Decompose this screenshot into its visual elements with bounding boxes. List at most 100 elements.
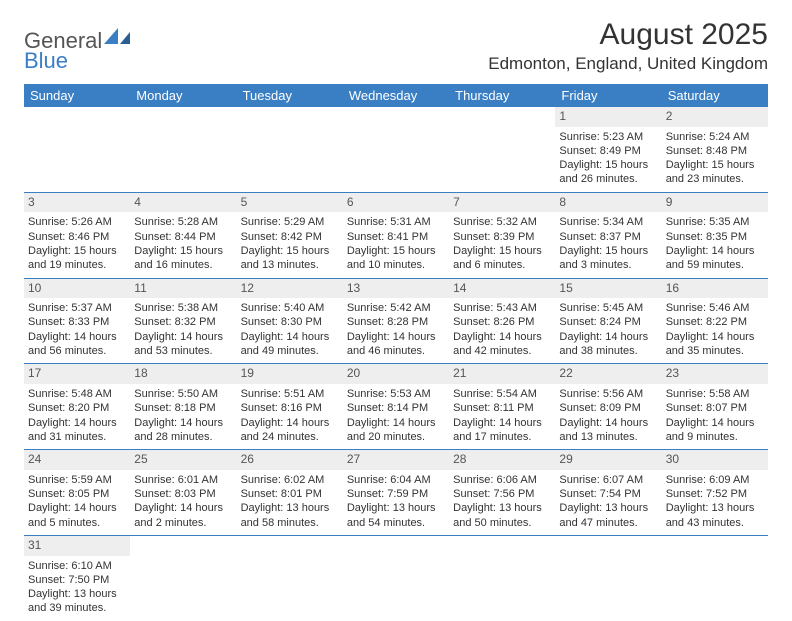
sunset-text: Sunset: 8:16 PM <box>241 401 339 415</box>
calendar-cell: 18Sunrise: 5:50 AMSunset: 8:18 PMDayligh… <box>130 364 236 450</box>
sunset-text: Sunset: 8:01 PM <box>241 487 339 501</box>
title-location: Edmonton, England, United Kingdom <box>488 54 768 74</box>
daylight-text: Daylight: 14 hours <box>241 330 339 344</box>
sunset-text: Sunset: 8:35 PM <box>666 230 764 244</box>
daylight-text: Daylight: 15 hours <box>559 244 657 258</box>
daylight-text: and 42 minutes. <box>453 344 551 358</box>
calendar-cell: 20Sunrise: 5:53 AMSunset: 8:14 PMDayligh… <box>343 364 449 450</box>
daylight-text: Daylight: 13 hours <box>559 501 657 515</box>
sunrise-text: Sunrise: 5:37 AM <box>28 301 126 315</box>
day-details: Sunrise: 5:35 AMSunset: 8:35 PMDaylight:… <box>662 212 768 277</box>
day-details: Sunrise: 5:29 AMSunset: 8:42 PMDaylight:… <box>237 212 343 277</box>
day-number: 29 <box>555 450 661 470</box>
day-number: 30 <box>662 450 768 470</box>
daylight-text: Daylight: 14 hours <box>28 501 126 515</box>
sunrise-text: Sunrise: 6:09 AM <box>666 473 764 487</box>
day-details: Sunrise: 5:37 AMSunset: 8:33 PMDaylight:… <box>24 298 130 363</box>
daylight-text: and 38 minutes. <box>559 344 657 358</box>
daylight-text: and 3 minutes. <box>559 258 657 272</box>
day-header: Friday <box>555 84 661 107</box>
day-details: Sunrise: 5:40 AMSunset: 8:30 PMDaylight:… <box>237 298 343 363</box>
calendar-cell: 17 Sunrise: 5:48 AMSunset: 8:20 PMDayligh… <box>24 364 130 450</box>
calendar-cell: 10Sunrise: 5:37 AMSunset: 8:33 PMDayligh… <box>24 278 130 364</box>
day-number: 25 <box>130 450 236 470</box>
calendar-row: 17Sunrise: 5:48 AMSunset: 8:20 PMDayligh… <box>24 364 768 450</box>
day-number: 8 <box>555 193 661 213</box>
sunrise-text: Sunrise: 5:29 AM <box>241 215 339 229</box>
daylight-text: and 20 minutes. <box>347 430 445 444</box>
day-details: Sunrise: 5:24 AMSunset: 8:48 PMDaylight:… <box>662 127 768 192</box>
sunrise-text: Sunrise: 5:38 AM <box>134 301 232 315</box>
calendar-cell: 2Sunrise: 5:24 AMSunset: 8:48 PMDaylight… <box>662 107 768 192</box>
calendar-cell: 21Sunrise: 5:54 AMSunset: 8:11 PMDayligh… <box>449 364 555 450</box>
daylight-text: Daylight: 14 hours <box>559 330 657 344</box>
sunset-text: Sunset: 8:28 PM <box>347 315 445 329</box>
daylight-text: Daylight: 14 hours <box>28 416 126 430</box>
day-number: 22 <box>555 364 661 384</box>
sunset-text: Sunset: 8:20 PM <box>28 401 126 415</box>
calendar-cell <box>343 535 449 620</box>
day-number: 17 <box>24 364 130 384</box>
daylight-text: and 2 minutes. <box>134 516 232 530</box>
calendar-row: 10Sunrise: 5:37 AMSunset: 8:33 PMDayligh… <box>24 278 768 364</box>
sunset-text: Sunset: 8:49 PM <box>559 144 657 158</box>
header: General Blue August 2025 Edmonton, Engla… <box>24 18 768 74</box>
daylight-text: Daylight: 14 hours <box>134 416 232 430</box>
daylight-text: Daylight: 14 hours <box>666 330 764 344</box>
day-header: Wednesday <box>343 84 449 107</box>
day-number: 10 <box>24 279 130 299</box>
calendar-cell: 3Sunrise: 5:26 AMSunset: 8:46 PMDaylight… <box>24 192 130 278</box>
day-details: Sunrise: 6:06 AMSunset: 7:56 PMDaylight:… <box>449 470 555 535</box>
day-header: Tuesday <box>237 84 343 107</box>
sunrise-text: Sunrise: 5:51 AM <box>241 387 339 401</box>
daylight-text: and 35 minutes. <box>666 344 764 358</box>
daylight-text: Daylight: 13 hours <box>28 587 126 601</box>
daylight-text: Daylight: 14 hours <box>347 330 445 344</box>
sunset-text: Sunset: 8:33 PM <box>28 315 126 329</box>
calendar-cell: 27Sunrise: 6:04 AMSunset: 7:59 PMDayligh… <box>343 450 449 536</box>
day-number: 7 <box>449 193 555 213</box>
logo-text-blue: Blue <box>24 48 68 74</box>
daylight-text: and 13 minutes. <box>241 258 339 272</box>
sunset-text: Sunset: 8:09 PM <box>559 401 657 415</box>
sunrise-text: Sunrise: 5:28 AM <box>134 215 232 229</box>
sunrise-text: Sunrise: 5:53 AM <box>347 387 445 401</box>
calendar-cell: 26Sunrise: 6:02 AMSunset: 8:01 PMDayligh… <box>237 450 343 536</box>
daylight-text: Daylight: 13 hours <box>666 501 764 515</box>
calendar-cell: 29Sunrise: 6:07 AMSunset: 7:54 PMDayligh… <box>555 450 661 536</box>
sunset-text: Sunset: 8:11 PM <box>453 401 551 415</box>
day-details: Sunrise: 5:53 AMSunset: 8:14 PMDaylight:… <box>343 384 449 449</box>
day-number: 20 <box>343 364 449 384</box>
sunset-text: Sunset: 8:07 PM <box>666 401 764 415</box>
day-details: Sunrise: 6:09 AMSunset: 7:52 PMDaylight:… <box>662 470 768 535</box>
daylight-text: and 50 minutes. <box>453 516 551 530</box>
sunrise-text: Sunrise: 5:40 AM <box>241 301 339 315</box>
daylight-text: Daylight: 15 hours <box>559 158 657 172</box>
daylight-text: and 46 minutes. <box>347 344 445 358</box>
day-details: Sunrise: 5:38 AMSunset: 8:32 PMDaylight:… <box>130 298 236 363</box>
daylight-text: Daylight: 13 hours <box>453 501 551 515</box>
sunset-text: Sunset: 8:24 PM <box>559 315 657 329</box>
sunset-text: Sunset: 8:32 PM <box>134 315 232 329</box>
daylight-text: and 19 minutes. <box>28 258 126 272</box>
day-header: Monday <box>130 84 236 107</box>
calendar-cell: 16Sunrise: 5:46 AMSunset: 8:22 PMDayligh… <box>662 278 768 364</box>
daylight-text: and 5 minutes. <box>28 516 126 530</box>
day-number: 31 <box>24 536 130 556</box>
day-number: 26 <box>237 450 343 470</box>
sunset-text: Sunset: 8:48 PM <box>666 144 764 158</box>
day-number: 18 <box>130 364 236 384</box>
day-number: 5 <box>237 193 343 213</box>
sunset-text: Sunset: 8:44 PM <box>134 230 232 244</box>
sunrise-text: Sunrise: 5:59 AM <box>28 473 126 487</box>
calendar-cell <box>449 535 555 620</box>
calendar-cell: 24Sunrise: 5:59 AMSunset: 8:05 PMDayligh… <box>24 450 130 536</box>
day-number: 16 <box>662 279 768 299</box>
sunrise-text: Sunrise: 5:48 AM <box>28 387 126 401</box>
sunrise-text: Sunrise: 5:23 AM <box>559 130 657 144</box>
sunrise-text: Sunrise: 5:35 AM <box>666 215 764 229</box>
day-number: 9 <box>662 193 768 213</box>
day-number: 23 <box>662 364 768 384</box>
day-header: Sunday <box>24 84 130 107</box>
calendar-cell: 11Sunrise: 5:38 AMSunset: 8:32 PMDayligh… <box>130 278 236 364</box>
